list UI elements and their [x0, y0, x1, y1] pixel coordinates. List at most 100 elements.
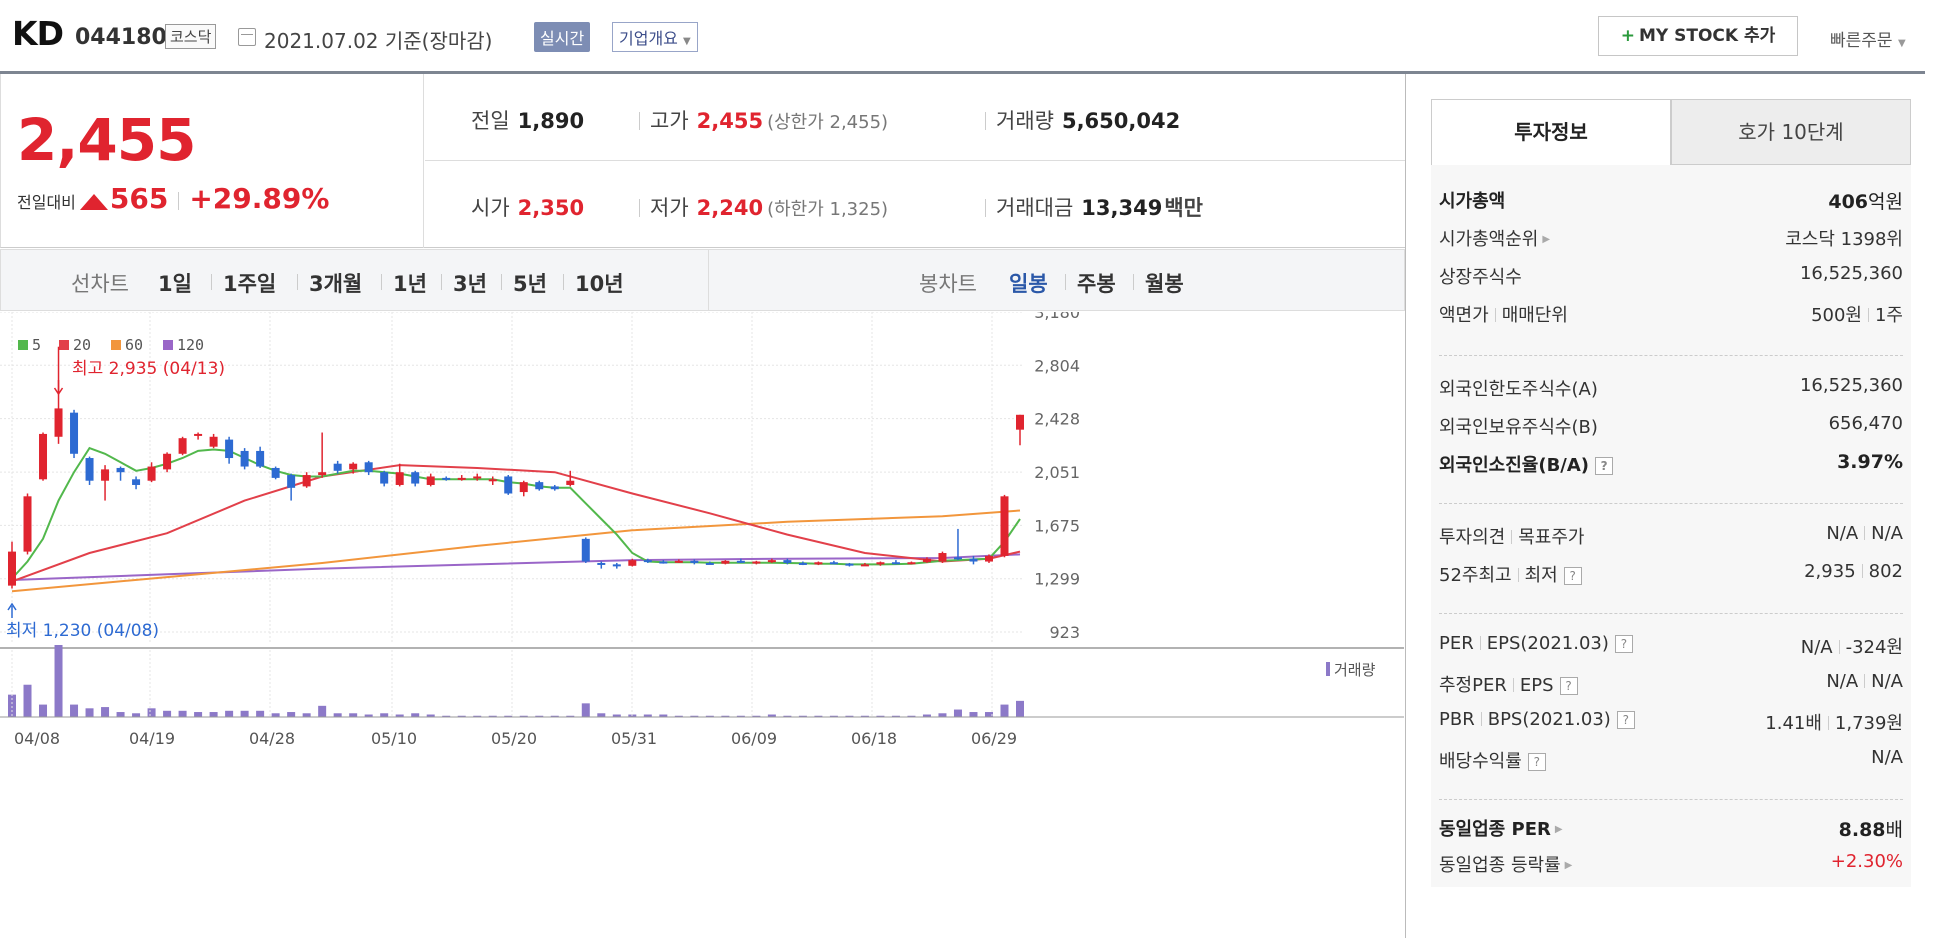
tab-1week[interactable]: 1주일 [223, 272, 277, 296]
realtime-button[interactable]: 실시간 [534, 22, 591, 52]
help-icon[interactable]: ? [1614, 635, 1633, 653]
par-value: 500원 [1811, 305, 1862, 326]
candle-body [395, 472, 404, 485]
dividend-row: 배당수익률? N/A [1439, 747, 1903, 779]
week52-low: 802 [1868, 561, 1903, 582]
opinion-label: 투자의견 목표주가 [1439, 523, 1585, 549]
volume-bar [767, 714, 776, 717]
quick-order-button[interactable]: 빠른주문 ▼ [1830, 26, 1906, 51]
company-info-dropdown[interactable]: 기업개요 ▼ [612, 22, 698, 52]
tab-3year[interactable]: 3년 [453, 272, 487, 296]
candle-body [70, 412, 79, 454]
help-icon[interactable]: ? [1616, 711, 1635, 729]
divider [1480, 712, 1482, 726]
help-icon[interactable]: ? [1595, 457, 1614, 475]
candle-body [566, 480, 575, 485]
week52-label: 52주최고 최저? [1439, 561, 1582, 587]
candle-body [85, 458, 94, 481]
candle-body [101, 469, 110, 481]
help-icon[interactable]: ? [1563, 567, 1582, 585]
candle-body [23, 496, 32, 552]
sector-rate-text: 동일업종 등락률 [1439, 855, 1561, 876]
volume-bar [876, 715, 885, 717]
volume-bar [1016, 700, 1024, 717]
candle-body [767, 560, 776, 563]
up-arrow-icon [79, 194, 108, 210]
candle-body [1000, 496, 1009, 556]
line-chart-label[interactable]: 선차트 [71, 272, 129, 296]
tab-1year[interactable]: 1년 [393, 272, 427, 296]
est-per-row: 추정PER EPS? N/A N/A [1439, 671, 1903, 703]
price-chart[interactable]: 3,180 2,804 2,428 2,051 1,675 1,299 923 5 20 60 12… [0, 312, 1405, 938]
sector-rate-label[interactable]: 동일업종 등락률 ▶ [1439, 851, 1572, 877]
volume-bar [442, 715, 451, 717]
sector-per-label[interactable]: 동일업종 PER ▶ [1439, 815, 1563, 841]
per-label-a: PER [1439, 633, 1474, 654]
tab-monthly[interactable]: 월봉 [1145, 272, 1184, 296]
candle-body [318, 472, 327, 476]
candlestick-chart: 3,180 2,804 2,428 2,051 1,675 1,299 923 5 20 60 12… [0, 312, 1404, 748]
tab-3month[interactable]: 3개월 [309, 272, 363, 296]
est-eps: N/A [1871, 671, 1903, 692]
divider [1479, 636, 1481, 650]
pbr: 1.41배 [1765, 713, 1822, 734]
volume-bar [659, 714, 668, 717]
volume-bar [752, 715, 761, 717]
low-label: 저가 [650, 196, 689, 220]
candle-body [783, 560, 792, 563]
candle-body [519, 482, 528, 493]
volume-legend-swatch [1326, 662, 1330, 676]
candle-body [225, 439, 234, 459]
divider [563, 274, 564, 290]
divider [1512, 678, 1514, 692]
trade-amount-unit: 백만 [1164, 196, 1203, 220]
tab-5year[interactable]: 5년 [513, 272, 547, 296]
est-per-label-b: EPS [1519, 675, 1554, 696]
tab-weekly[interactable]: 주봉 [1077, 272, 1116, 296]
divider [1494, 308, 1496, 322]
tab-1day[interactable]: 1일 [158, 272, 192, 296]
tab-10year[interactable]: 10년 [575, 272, 624, 296]
volume-bar [473, 715, 482, 717]
volume-bar [287, 712, 296, 717]
volume-bar [70, 704, 79, 717]
market-cap-unit: 억원 [1868, 191, 1903, 213]
help-icon[interactable]: ? [1527, 753, 1546, 771]
market-cap-rank-text: 시가총액순위 [1439, 229, 1539, 250]
tab-daily[interactable]: 일봉 [1009, 272, 1048, 296]
chevron-right-icon: ▶ [1564, 860, 1573, 871]
volume-bar [922, 714, 931, 717]
candle-body [1016, 414, 1024, 430]
volume-bar [240, 710, 249, 717]
add-mystock-button[interactable]: + MY STOCK 추가 [1598, 16, 1798, 56]
y-tick-label: 3,180 [1034, 312, 1080, 322]
help-icon[interactable]: ? [1559, 677, 1578, 695]
market-cap-rank-value: 코스닥 1398위 [1785, 229, 1903, 250]
volume-value: 5,650,042 [1061, 109, 1181, 133]
candle-body [271, 467, 280, 478]
divider [1133, 274, 1134, 290]
tab-invest-info[interactable]: 투자정보 [1431, 99, 1671, 165]
upper-limit: (상한가 2,455) [767, 112, 889, 133]
candle-chart-label[interactable]: 봉차트 [919, 272, 977, 296]
change-amount: 565 [109, 182, 169, 215]
tab-orderbook[interactable]: 호가 10단계 [1671, 99, 1911, 165]
volume-bar [395, 714, 404, 717]
market-cap-rank-label[interactable]: 시가총액순위 ▶ [1439, 225, 1550, 251]
listed-shares-row: 상장주식수 16,525,360 [1439, 263, 1903, 295]
y-tick-label: 2,051 [1034, 463, 1080, 482]
volume-bar [674, 715, 683, 717]
x-tick-label: 05/20 [491, 729, 537, 748]
volume-bar [597, 713, 606, 717]
volume-bar [690, 715, 699, 717]
y-tick-label: 1,675 [1034, 516, 1080, 535]
divider [441, 274, 442, 290]
volume-bar [178, 710, 187, 717]
per-row: PER EPS(2021.03)? N/A -324원 [1439, 633, 1903, 665]
invest-info-body: 시가총액 406억원 시가총액순위 ▶ 코스닥 1398위 상장주식수 16,52… [1431, 165, 1911, 887]
y-tick-label: 2,428 [1034, 410, 1080, 429]
panel-tabs: 투자정보 호가 10단계 [1431, 99, 1911, 165]
volume-bar [969, 712, 978, 717]
sector-per-text: 동일업종 PER [1439, 819, 1551, 840]
low-value: 2,240 [696, 196, 764, 220]
